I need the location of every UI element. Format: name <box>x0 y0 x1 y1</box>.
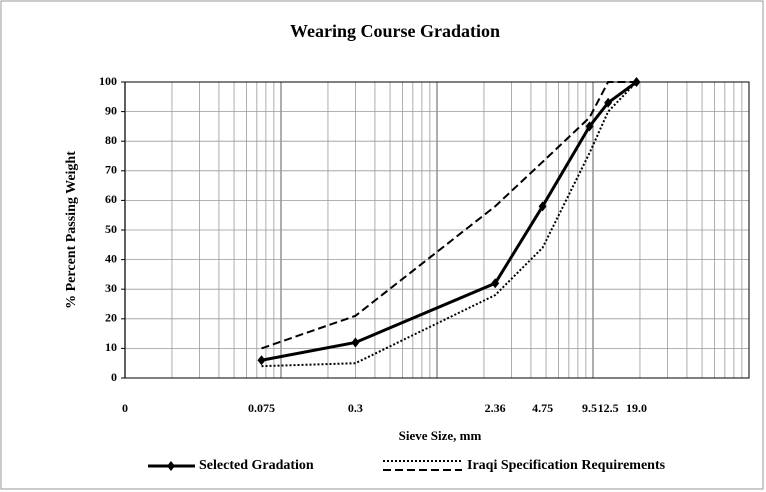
x-axis-label: Sieve Size, mm <box>399 428 482 443</box>
y-tick-label: 10 <box>105 340 117 354</box>
point <box>632 77 641 87</box>
chart-title: Wearing Course Gradation <box>290 21 500 41</box>
point <box>491 278 500 289</box>
point <box>585 121 594 132</box>
y-tick-label: 60 <box>105 192 117 206</box>
y-tick-label: 20 <box>105 311 117 325</box>
point <box>351 337 360 348</box>
point <box>257 355 266 366</box>
y-tick-label: 80 <box>105 133 117 147</box>
legend-marker <box>167 461 175 471</box>
x-tick-label: 0.3 <box>348 401 363 415</box>
lower-spec-line <box>261 81 638 368</box>
y-tick-label: 100 <box>99 74 117 88</box>
point <box>538 201 547 212</box>
point <box>604 97 613 108</box>
x-tick-label: 2.36 <box>485 401 506 415</box>
x-tick-label: 4.75 <box>532 401 553 415</box>
x-tick-label: 0.075 <box>248 401 275 415</box>
y-tick-label: 40 <box>105 251 117 265</box>
y-axis-label: % Percent Passing Weight <box>64 151 79 309</box>
x-tick-label: 12.5 <box>598 401 619 415</box>
y-tick-label: 70 <box>105 163 117 177</box>
x-tick-label: 9.5 <box>582 401 597 415</box>
x-tick-label: 19.0 <box>626 401 647 415</box>
y-tick-label: 50 <box>105 222 117 236</box>
y-tick-label: 90 <box>105 103 117 117</box>
y-tick-label: 30 <box>105 281 117 295</box>
legend-label: Iraqi Specification Requirements <box>467 458 666 473</box>
legend-label: Selected Gradation <box>199 458 314 473</box>
upper-spec-line <box>261 81 637 350</box>
y-tick-label: 0 <box>111 370 117 384</box>
x-tick-label: 0 <box>122 401 128 415</box>
plot-border <box>124 81 750 379</box>
